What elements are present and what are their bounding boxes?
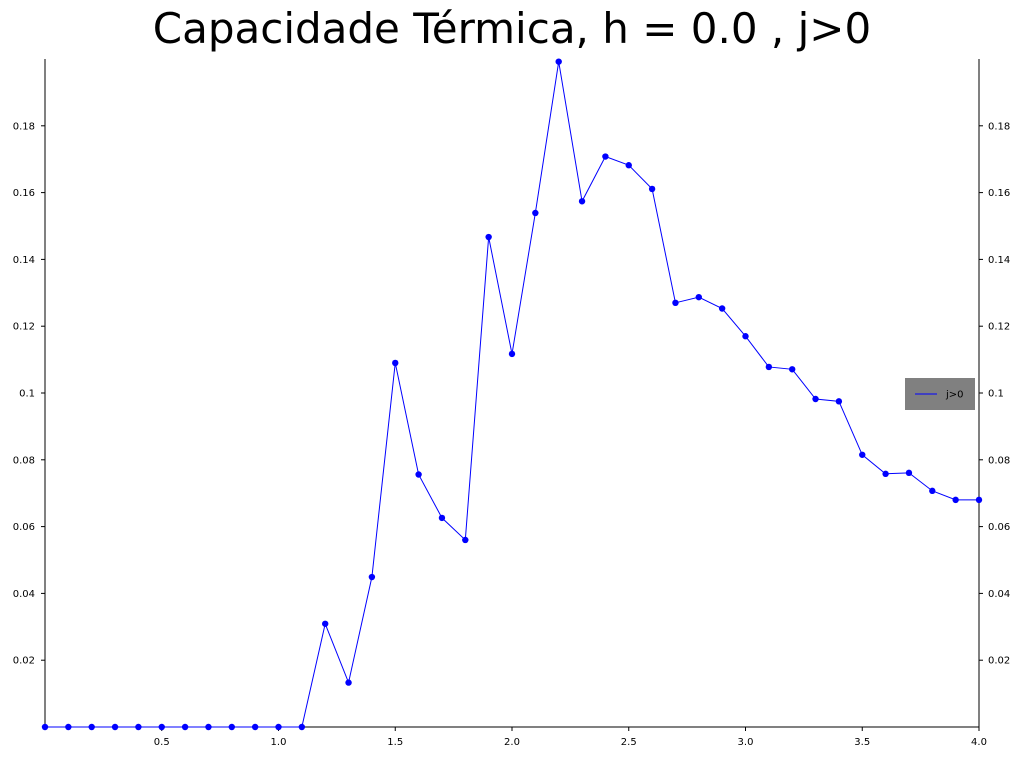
- data-point: [602, 153, 609, 160]
- y-tick-label-left: 0.02: [13, 656, 35, 667]
- data-point: [135, 723, 142, 731]
- x-axis-ticks: 0.5 1.0 1.5 2.0 2.5 3.0 3.5 4.0: [154, 727, 987, 748]
- y-tick-label-left: 0.12: [13, 322, 35, 333]
- y-tick-label-left: 0.08: [13, 455, 35, 466]
- data-point: [158, 723, 165, 731]
- data-point: [882, 470, 889, 478]
- x-tick-label: 3.5: [854, 737, 870, 748]
- y-axis-ticks: 0.02 0.02 0.04 0.04 0.06 0.06 0.08 0.08 0.1 0.1 0.…: [13, 121, 1011, 666]
- x-tick-label: 2.5: [621, 737, 637, 748]
- data-point: [555, 58, 562, 65]
- y-tick-label-right: 0.12: [988, 322, 1010, 333]
- y-tick-label-right: 0.04: [988, 589, 1010, 600]
- x-tick-label: 1.5: [387, 737, 403, 748]
- data-point: [41, 723, 49, 731]
- data-point: [578, 198, 586, 205]
- data-point: [952, 496, 959, 504]
- data-point: [368, 573, 376, 581]
- data-point: [298, 723, 306, 731]
- y-tick-label-left: 0.04: [13, 589, 35, 600]
- y-tick-label-right: 0.02: [988, 656, 1010, 667]
- data-point: [88, 723, 95, 731]
- x-tick-label: 1.0: [271, 737, 287, 748]
- data-point: [275, 723, 282, 731]
- x-tick-label: 0.5: [154, 737, 170, 748]
- data-point: [672, 299, 679, 307]
- data-point: [532, 209, 539, 217]
- data-point: [835, 398, 843, 405]
- y-tick-label-right: 0.08: [988, 455, 1010, 466]
- axes: [44, 59, 980, 728]
- data-point: [742, 333, 749, 340]
- data-point: [251, 723, 259, 731]
- data-point: [462, 536, 469, 544]
- legend-label: j>0: [945, 390, 964, 401]
- data-point: [228, 723, 235, 731]
- y-tick-label-right: 0.14: [988, 255, 1010, 266]
- data-point: [695, 293, 702, 301]
- data-point: [322, 620, 329, 627]
- y-tick-label-right: 0.1: [988, 389, 1004, 400]
- data-point: [205, 723, 212, 731]
- x-tick-label: 4.0: [971, 737, 987, 748]
- data-point: [181, 723, 189, 731]
- y-tick-label-right: 0.18: [988, 121, 1010, 132]
- y-tick-label-right: 0.06: [988, 522, 1010, 533]
- data-point: [718, 305, 726, 312]
- data-point: [438, 514, 446, 522]
- x-tick-label: 2.0: [504, 737, 520, 748]
- data-point: [508, 350, 516, 358]
- data-point: [65, 723, 72, 731]
- data-point: [392, 359, 399, 367]
- data-point: [789, 366, 796, 373]
- x-tick-label: 3.0: [738, 737, 754, 748]
- y-tick-label-left: 0.16: [13, 188, 35, 199]
- y-tick-label-left: 0.1: [19, 389, 35, 400]
- data-point: [975, 496, 983, 504]
- data-point: [485, 233, 492, 241]
- data-point: [812, 395, 819, 403]
- data-point: [648, 185, 656, 193]
- data-point: [765, 363, 773, 371]
- y-tick-label-left: 0.18: [13, 121, 35, 132]
- data-point: [905, 469, 913, 477]
- data-point: [415, 471, 422, 478]
- data-point: [929, 487, 936, 495]
- y-tick-label-right: 0.16: [988, 188, 1010, 199]
- y-tick-label-left: 0.14: [13, 255, 35, 266]
- data-point: [859, 451, 866, 458]
- chart-title: Capacidade Térmica, h = 0.0 , j>0: [152, 4, 872, 53]
- legend: j>0: [905, 378, 975, 410]
- series-line: [45, 61, 979, 728]
- data-point: [625, 162, 632, 169]
- data-point: [111, 723, 119, 731]
- data-series: [41, 58, 983, 731]
- data-point: [345, 679, 352, 686]
- y-tick-label-left: 0.06: [13, 522, 35, 533]
